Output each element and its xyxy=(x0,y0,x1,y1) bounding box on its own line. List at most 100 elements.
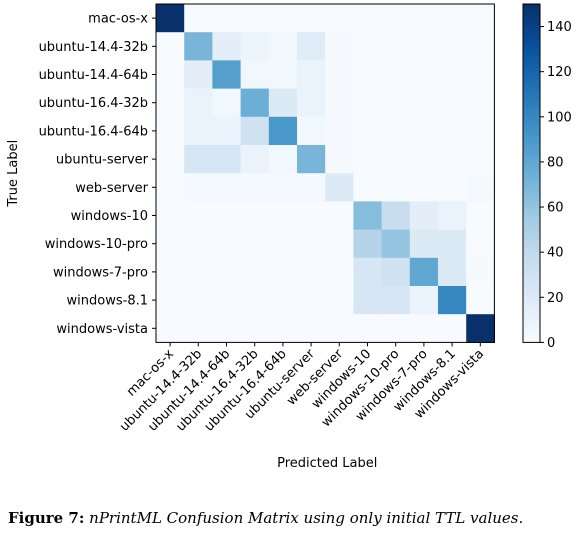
heatmap-cell xyxy=(353,88,383,118)
heatmap-cell xyxy=(438,314,467,343)
heatmap-cell xyxy=(184,201,213,231)
y-tick-label: ubuntu-14.4-32b xyxy=(39,40,148,55)
heatmap-cell xyxy=(466,286,495,315)
colorbar-tick-label: 0 xyxy=(547,336,555,351)
heatmap-cell xyxy=(409,60,439,90)
colorbar xyxy=(522,3,541,343)
heatmap-cell xyxy=(212,32,242,61)
heatmap-cell xyxy=(268,116,298,146)
heatmap-cell xyxy=(156,88,185,118)
heatmap-cell xyxy=(466,88,495,118)
heatmap-cell xyxy=(325,257,354,287)
heatmap-cell xyxy=(409,314,439,343)
heatmap-cell xyxy=(438,229,467,259)
heatmap-cell xyxy=(297,60,326,90)
heatmap-cell xyxy=(156,286,185,315)
heatmap-cell xyxy=(156,4,185,33)
y-tick-label: web-server xyxy=(75,181,148,196)
confusion-matrix-chart: mac-os-x ubuntu-14.4-32b ubuntu-14.4-64b ub… xyxy=(6,3,572,471)
heatmap-cell xyxy=(381,257,411,287)
heatmap-cell xyxy=(184,4,213,33)
heatmap-cell xyxy=(466,116,495,146)
heatmap-cell xyxy=(466,173,495,202)
heatmap-cell xyxy=(353,314,383,343)
heatmap-cell xyxy=(381,32,411,61)
heatmap-cell xyxy=(466,145,495,174)
heatmap-cell xyxy=(297,201,326,231)
x-tick-labels: mac-os-xubuntu-14.4-32bubuntu-14.4-64bub… xyxy=(117,342,487,435)
y-tick-label: windows-10 xyxy=(71,209,148,224)
figure-caption: Figure 7: nPrintML Confusion Matrix usin… xyxy=(8,509,578,527)
heatmap-cell xyxy=(212,201,242,231)
colorbar-tick-label: 100 xyxy=(547,110,572,125)
heatmap-cell xyxy=(212,116,242,146)
heatmap-cell xyxy=(184,32,213,61)
heatmap-cell xyxy=(325,229,354,259)
heatmap-cell xyxy=(381,145,411,174)
heatmap-cell xyxy=(184,229,213,259)
colorbar-tick-label: 40 xyxy=(547,246,564,261)
heatmap-cell xyxy=(184,60,213,90)
heatmap-cell xyxy=(156,145,185,174)
heatmap-cell xyxy=(409,257,439,287)
heatmap-cell xyxy=(156,60,185,90)
heatmap-cell xyxy=(240,257,270,287)
heatmap-cell xyxy=(409,286,439,315)
heatmap-cell xyxy=(381,4,411,33)
heatmap-cell xyxy=(156,201,185,231)
heatmap-cell xyxy=(381,173,411,202)
heatmap-cell xyxy=(184,257,213,287)
heatmap-cell xyxy=(240,88,270,118)
heatmap-cell xyxy=(438,286,467,315)
heatmap-cell xyxy=(156,257,185,287)
heatmap-cell xyxy=(409,32,439,61)
heatmap-cell xyxy=(297,145,326,174)
y-tick-label: ubuntu-14.4-64b xyxy=(39,68,148,83)
heatmap-cell xyxy=(184,314,213,343)
heatmap-cell xyxy=(409,173,439,202)
heatmap-cell xyxy=(212,4,242,33)
heatmap-cell xyxy=(240,286,270,315)
heatmap-cell xyxy=(240,314,270,343)
heatmap-cell xyxy=(297,32,326,61)
heatmap-cell xyxy=(156,116,185,146)
heatmap-cell xyxy=(268,60,298,90)
colorbar-tick-label: 80 xyxy=(547,155,564,170)
confusion-matrix-svg: mac-os-x ubuntu-14.4-32b ubuntu-14.4-64b ub… xyxy=(6,3,572,471)
heatmap-cell xyxy=(325,314,354,343)
heatmap-cell xyxy=(156,229,185,259)
y-axis-label: True Label xyxy=(6,140,21,208)
heatmap-cell xyxy=(212,257,242,287)
heatmap-cell xyxy=(438,145,467,174)
heatmap-cell xyxy=(297,314,326,343)
heatmap-cell xyxy=(212,286,242,315)
heatmap-cell xyxy=(353,4,383,33)
heatmap-cell xyxy=(156,314,185,343)
heatmap-cell xyxy=(268,229,298,259)
heatmap-cell xyxy=(240,116,270,146)
heatmap-cell xyxy=(268,314,298,343)
y-tick-label: windows-vista xyxy=(56,322,148,337)
heatmap-cell xyxy=(381,116,411,146)
heatmap-cell xyxy=(212,314,242,343)
y-tick-label: ubuntu-16.4-64b xyxy=(39,124,148,139)
heatmap-cell xyxy=(156,32,185,61)
heatmap-cell xyxy=(268,88,298,118)
y-tick-labels: mac-os-x ubuntu-14.4-32b ubuntu-14.4-64b ub… xyxy=(39,12,156,337)
heatmap-cell xyxy=(268,257,298,287)
heatmap-cell xyxy=(212,229,242,259)
plot-frame xyxy=(155,3,495,343)
colorbar-ticks: 0 20 40 60 80 100 120 140 xyxy=(540,20,572,351)
heatmap-cell xyxy=(353,60,383,90)
heatmap-cell xyxy=(268,145,298,174)
heatmap-cell xyxy=(381,286,411,315)
heatmap-cell xyxy=(240,32,270,61)
heatmap-cell xyxy=(466,314,495,343)
heatmap-cell xyxy=(381,314,411,343)
heatmap-cells xyxy=(156,4,495,343)
heatmap-cell xyxy=(466,257,495,287)
heatmap-cell xyxy=(325,116,354,146)
heatmap-cell xyxy=(325,286,354,315)
heatmap-cell xyxy=(438,257,467,287)
heatmap-cell xyxy=(297,116,326,146)
